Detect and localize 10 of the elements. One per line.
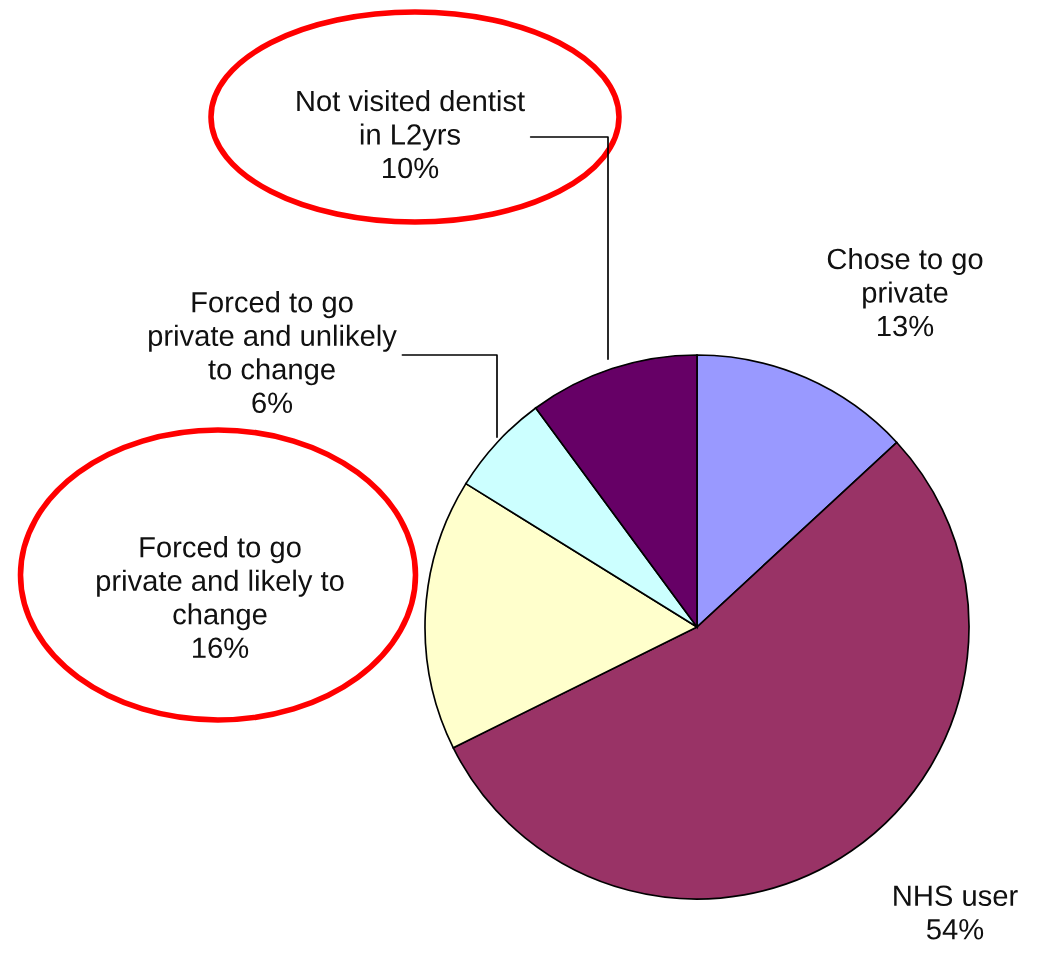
data-label: 13%: [878, 315, 934, 337]
data-label: 6%: [252, 392, 293, 414]
data-label: 16%: [193, 637, 249, 659]
slice-label: Forced to go private and unlikely to change: [149, 291, 397, 386]
slice-label: NHS user: [894, 885, 1018, 907]
data-label: 10%: [383, 157, 439, 179]
slice-label: Chose to go private: [827, 247, 983, 309]
data-label: 54%: [926, 919, 984, 940]
slice-label: Not visited dentist in L2yrs: [297, 89, 525, 151]
slice-label: Forced to go private and likely to change: [97, 536, 344, 631]
